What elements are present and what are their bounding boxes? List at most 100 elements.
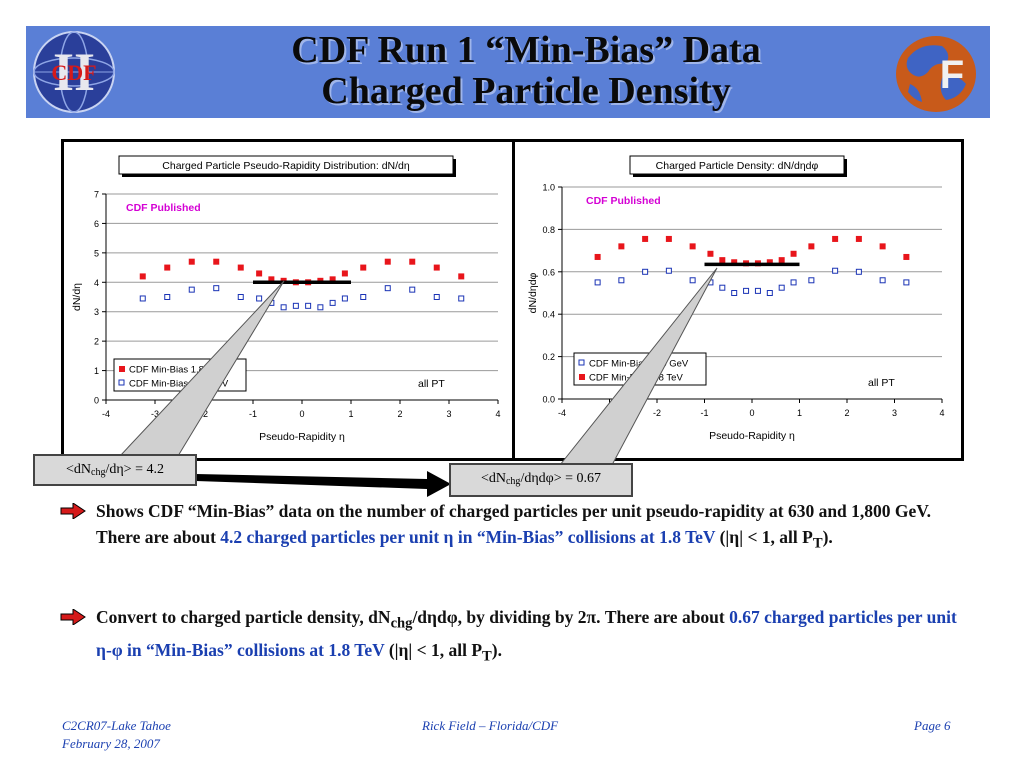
data-point: [855, 268, 862, 275]
x-tick-label: -2: [653, 408, 661, 418]
chart-corner-label: all PT: [418, 378, 445, 390]
legend-swatch: [118, 379, 125, 386]
legend-swatch: [119, 366, 125, 372]
data-point: [766, 259, 773, 266]
title-line-1: CDF Run 1 “Min-Bias” Data: [291, 29, 761, 71]
data-point: [256, 270, 263, 277]
data-point: [237, 294, 244, 300]
footer-page-number: Page 6: [914, 718, 951, 733]
callout-avg-dn-detadphi: <dNchg/dηdφ> = 0.67: [449, 463, 633, 497]
data-point: [808, 277, 815, 284]
data-point: [731, 259, 738, 266]
data-point: [719, 257, 726, 264]
bullet-text-1: Shows CDF “Min-Bias” data on the number …: [96, 501, 932, 552]
y-tick-label: 6: [94, 219, 99, 229]
y-tick-label: 0.8: [542, 225, 555, 235]
data-point: [433, 264, 440, 271]
svg-text:F: F: [940, 53, 964, 97]
data-point: [790, 250, 797, 257]
y-tick-label: 2: [94, 337, 99, 347]
x-tick-label: -4: [558, 408, 566, 418]
x-tick-label: 0: [749, 408, 754, 418]
data-point: [360, 264, 367, 271]
data-point: [164, 264, 171, 271]
data-point: [642, 235, 649, 242]
chart-dn-detadphi: Charged Particle Density: dN/dηdφ 0.0 0.2 0…: [527, 155, 945, 442]
data-point: [213, 285, 220, 292]
chart-title: Charged Particle Density: dN/dηdφ: [656, 160, 819, 172]
y-axis-label: dN/dηdφ: [527, 272, 539, 313]
logo-text: CDF: [51, 60, 96, 85]
data-point: [164, 294, 171, 300]
data-point: [731, 290, 738, 296]
y-tick-label: 1: [94, 366, 99, 376]
data-point: [237, 264, 244, 271]
x-tick-label: -4: [102, 409, 110, 419]
y-tick-label: 0.4: [542, 310, 555, 320]
data-point: [292, 302, 299, 309]
x-tick-label: 1: [348, 409, 353, 419]
legend-swatch: [578, 359, 585, 366]
x-tick-label: 3: [892, 408, 897, 418]
chart-title-box: [629, 155, 845, 175]
data-point: [384, 258, 391, 265]
data-point: [409, 286, 416, 293]
x-tick-label: 4: [495, 409, 500, 419]
data-point: [360, 294, 367, 300]
x-tick-label: 4: [939, 408, 944, 418]
data-point: [188, 286, 195, 293]
arrow-right-icon: [60, 609, 86, 625]
data-point: [139, 273, 146, 280]
footer-event-name: C2CR07-Lake Tahoe: [62, 718, 171, 733]
charts-divider: [512, 139, 515, 461]
data-point: [139, 295, 146, 302]
data-point: [778, 284, 785, 291]
florida-logo-icon: F: [896, 36, 976, 112]
data-point: [879, 243, 886, 250]
data-point: [832, 267, 839, 274]
data-point: [903, 253, 910, 260]
legend-label: CDF Min-Bias 630 GeV: [589, 359, 689, 370]
callout-avg-dn-deta: <dNchg/dη> = 4.2: [33, 454, 197, 486]
chart-corner-label: all PT: [868, 377, 895, 389]
x-tick-label: 1: [797, 408, 802, 418]
x-tick-label: -3: [151, 409, 159, 419]
footer-date: February 28, 2007: [62, 736, 160, 751]
data-point: [213, 258, 220, 265]
data-point: [618, 277, 625, 284]
data-point: [329, 276, 336, 283]
bullet-text-2: Convert to charged particle density, dNc…: [96, 607, 957, 664]
data-point: [707, 250, 714, 257]
data-point: [665, 267, 672, 274]
chart-title: Charged Particle Pseudo-Rapidity Distrib…: [162, 160, 410, 172]
chart-dn-deta: Charged Particle Pseudo-Rapidity Distrib…: [71, 155, 501, 443]
data-point: [832, 235, 839, 242]
connector-arrow: [196, 471, 451, 497]
data-point: [188, 258, 195, 265]
title-line-2: Charged Particle Density: [321, 70, 731, 112]
data-point: [790, 279, 797, 286]
y-tick-label: 7: [94, 190, 99, 200]
legend-label: CDF Min-Bias 630 GeV: [129, 379, 229, 390]
data-point: [594, 253, 601, 260]
data-point: [766, 290, 773, 296]
y-tick-label: 0: [94, 396, 99, 406]
footer-event: C2CR07-Lake Tahoe February 28, 2007: [62, 717, 171, 753]
data-point: [341, 270, 348, 277]
data-point: [409, 258, 416, 265]
page-title: CDF Run 1 “Min-Bias” Data Charged Partic…: [196, 30, 856, 112]
data-point: [689, 243, 696, 250]
y-tick-label: 1.0: [542, 183, 555, 193]
data-point: [778, 257, 785, 264]
x-tick-label: 0: [299, 409, 304, 419]
data-point: [329, 299, 336, 306]
y-tick-label: 0.2: [542, 352, 555, 362]
x-tick-label: 3: [446, 409, 451, 419]
x-tick-label: 2: [844, 408, 849, 418]
header-band: II CDF CDF Run 1 “Min-Bias” Data Charged…: [26, 26, 990, 118]
data-point: [305, 302, 312, 309]
callout-pointer-right: [558, 267, 718, 466]
y-axis-label: dN/dη: [71, 283, 83, 311]
data-point: [808, 243, 815, 250]
